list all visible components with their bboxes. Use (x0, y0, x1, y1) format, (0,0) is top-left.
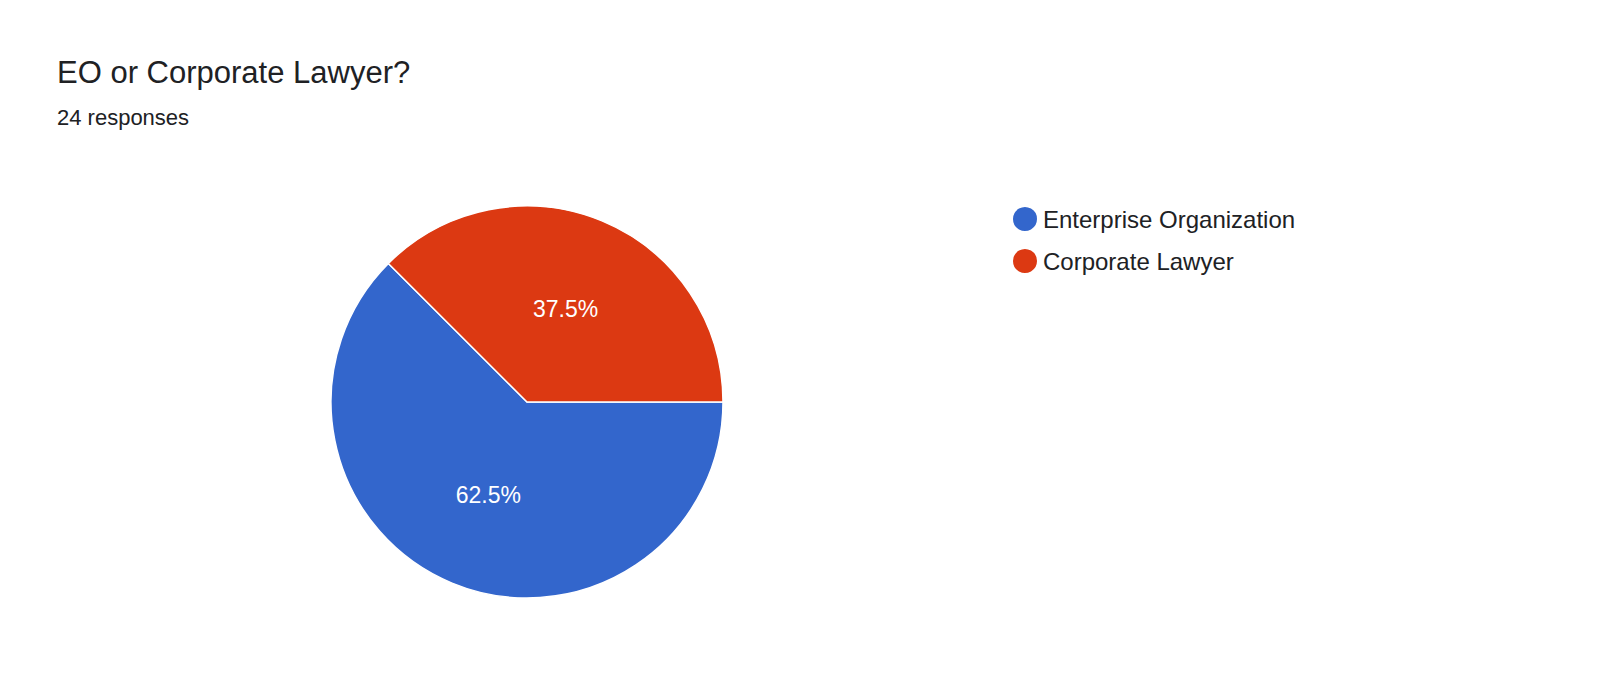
svg-text:Enterprise Organization: Enterprise Organization (1043, 206, 1295, 233)
svg-text:62.5%: 62.5% (456, 482, 521, 508)
svg-text:Corporate Lawyer: Corporate Lawyer (1043, 248, 1234, 275)
svg-text:37.5%: 37.5% (533, 296, 598, 322)
svg-text:24 responses: 24 responses (57, 105, 189, 130)
svg-text:EO or Corporate Lawyer?: EO or Corporate Lawyer? (57, 55, 410, 90)
